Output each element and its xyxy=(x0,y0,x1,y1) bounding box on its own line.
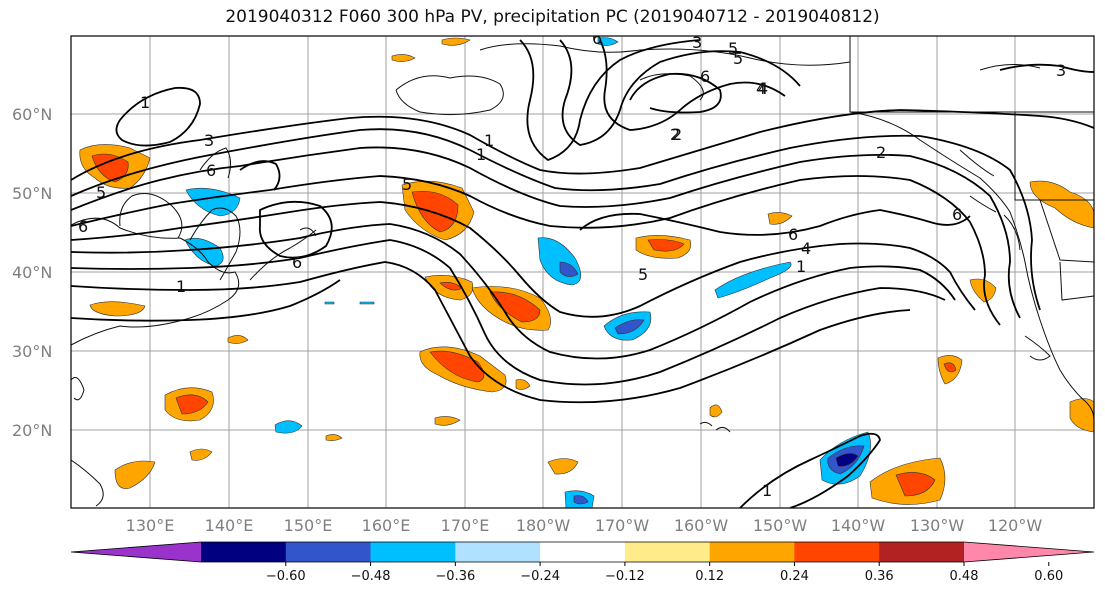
colorbar-segment xyxy=(794,542,880,562)
contour-label: 3 xyxy=(204,131,214,150)
contour-label: 6 xyxy=(206,161,216,180)
contour-label: 5 xyxy=(728,39,738,58)
colorbar-tick-label: 0.48 xyxy=(950,569,979,584)
contour-label: 6 xyxy=(952,205,962,224)
lon-label: 170°E xyxy=(441,516,490,535)
colorbar-segment xyxy=(540,542,626,562)
contour-label: 5 xyxy=(638,265,648,284)
contour-label: 5 xyxy=(96,183,106,202)
lon-label: 140°E xyxy=(205,516,254,535)
lon-label: 160°W xyxy=(674,516,729,535)
colorbar-tick-label: −0.48 xyxy=(351,569,391,584)
colorbar-tick-label: −0.24 xyxy=(520,569,560,584)
colorbar-tick-label: 0.60 xyxy=(1034,569,1063,584)
colorbar-segment xyxy=(455,542,541,562)
contour-label: 6 xyxy=(700,67,710,86)
lon-label: 170°W xyxy=(595,516,650,535)
contour-label: 1 xyxy=(176,277,186,296)
page-title: 2019040312 F060 300 hPa PV, precipitatio… xyxy=(225,7,880,27)
colorbar-tick-label: −0.36 xyxy=(435,569,475,584)
latitude-labels: 60°N 50°N 40°N 30°N 20°N xyxy=(12,105,52,440)
precip-negative-shading xyxy=(184,37,871,508)
contour-label: 6 xyxy=(592,29,602,48)
colorbar-extend-high xyxy=(964,542,1094,562)
colorbar-segment xyxy=(370,542,456,562)
contour-label: 3 xyxy=(692,33,702,52)
contour-label: 1 xyxy=(484,131,494,150)
lon-label: 150°E xyxy=(284,516,333,535)
contour-label: 2 xyxy=(672,125,682,144)
colorbar-segment xyxy=(201,542,287,562)
contour-label: 1 xyxy=(762,481,772,500)
contour-label: 6 xyxy=(292,253,302,272)
lon-label: 130°W xyxy=(910,516,965,535)
contour-label: 4 xyxy=(801,239,811,258)
contour-label: 3 xyxy=(1056,61,1066,80)
longitude-labels: 130°E 140°E 150°E 160°E 170°E 180°W 170°… xyxy=(126,516,1043,535)
colorbar-tick-label: 0.36 xyxy=(865,569,894,584)
map-frame xyxy=(70,35,1095,509)
contour-label: 1 xyxy=(796,257,806,276)
lat-label: 60°N xyxy=(12,105,52,124)
lon-label: 120°W xyxy=(988,516,1043,535)
pv-contour-labels: 1 2 3 4 5 6 1 5 6 5 6 1 2 6 4 3 3 5 6 5 … xyxy=(78,29,1066,500)
colorbar-segment xyxy=(709,542,795,562)
colorbar: −0.60 −0.48 −0.36 −0.24 −0.12 0.12 0.24 0.36 0.4… xyxy=(70,541,1095,584)
lat-label: 30°N xyxy=(12,342,52,361)
colorbar-tick-label: −0.60 xyxy=(266,569,306,584)
contour-label: 5 xyxy=(733,49,743,68)
contour-label: 1 xyxy=(140,93,150,112)
colorbar-segment xyxy=(879,542,965,562)
contour-label: 4 xyxy=(758,79,768,98)
colorbar-outline xyxy=(70,541,1095,563)
contour-label: 2 xyxy=(670,125,680,144)
lat-label: 40°N xyxy=(12,263,52,282)
lon-label: 130°E xyxy=(126,516,175,535)
contour-label: 4 xyxy=(756,79,766,98)
lon-label: 180°W xyxy=(516,516,571,535)
contour-label: 5 xyxy=(402,175,412,194)
colorbar-segment xyxy=(624,542,711,562)
colorbar-tick-label: −0.12 xyxy=(605,569,645,584)
lon-label: 160°E xyxy=(362,516,411,535)
contour-label: 6 xyxy=(78,217,88,236)
colorbar-tick-label: 0.12 xyxy=(695,569,724,584)
colorbar-segment xyxy=(285,542,372,562)
colorbar-tick-label: 0.24 xyxy=(780,569,809,584)
colorbar-extend-low xyxy=(71,542,201,562)
lon-label: 140°W xyxy=(831,516,886,535)
precip-positive-shading xyxy=(79,37,1094,505)
contour-label: 2 xyxy=(876,143,886,162)
lon-label: 150°W xyxy=(753,516,808,535)
lat-label: 50°N xyxy=(12,184,52,203)
contour-label: 1 xyxy=(476,145,486,164)
contour-label: 6 xyxy=(788,225,798,244)
pv-contours xyxy=(71,39,1094,508)
lat-label: 20°N xyxy=(12,421,52,440)
